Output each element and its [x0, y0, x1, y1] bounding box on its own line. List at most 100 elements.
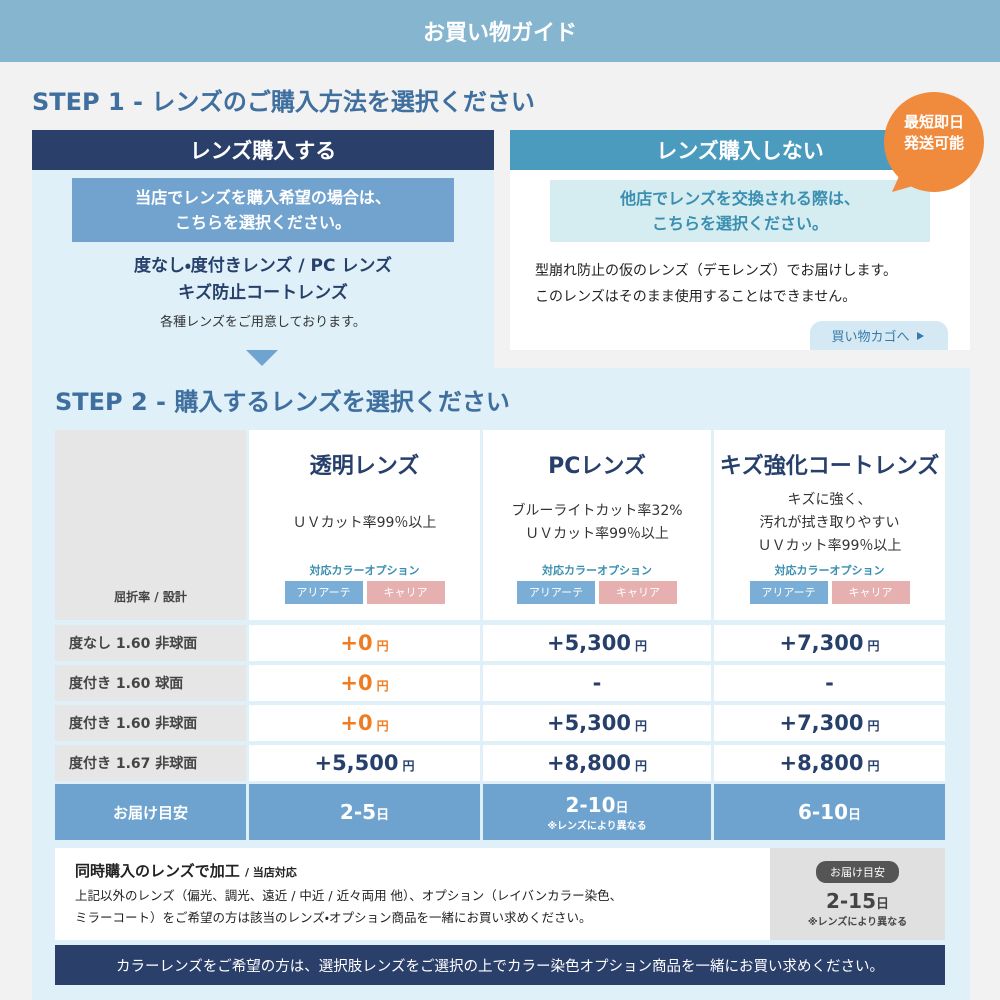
row-label-text: 度付き 1.60 球面	[69, 676, 184, 692]
row-label-text: 度なし 1.60 非球面	[69, 636, 198, 652]
price-amount: +7,300	[779, 631, 864, 655]
price-unit: 円	[867, 759, 880, 773]
price-amount: +5,500	[314, 751, 399, 775]
price-cell: +5,300 円	[483, 625, 711, 661]
options: アリアーテ キャリア	[249, 581, 480, 604]
cart-button[interactable]: 買い物カゴへ	[810, 321, 948, 350]
lens-line: 度なし・度付きレンズ / PC レンズ	[134, 256, 392, 276]
price-amount: +0	[340, 631, 373, 655]
price-unit: 円	[635, 639, 648, 653]
price-cell: +0 円	[249, 625, 480, 661]
note-line: 他店でレンズを交換される際は、	[620, 189, 860, 208]
delivery-days: 6-10	[797, 800, 849, 824]
row-label: 度付き 1.60 球面	[55, 665, 246, 701]
price-cell: +0 円	[249, 665, 480, 701]
delivery-days-row: 6-10日	[798, 800, 861, 824]
lens-header: 透明レンズ ＵＶカット率99％以上対応カラーオプションアリアーテ キャリア	[249, 430, 480, 620]
price-amount: +5,300	[546, 631, 631, 655]
lens-features: ブルーライトカット率32% ＵＶカット率99％以上	[483, 490, 711, 556]
feature-line: ブルーライトカット率32%	[511, 503, 683, 519]
lens-name: PCレンズ	[548, 454, 646, 479]
processing-line: 上記以外のレンズ（偏光、調光、遠近 / 中近 / 近々両用 他）、オプション（レ…	[75, 888, 623, 903]
price-cell: +8,800 円	[714, 745, 945, 781]
option-pill: アリアーテ	[284, 581, 363, 604]
step1-heading: STEP 1 - レンズのご購入方法を選択ください	[32, 88, 535, 116]
feature-line: キズに強く、	[787, 491, 872, 508]
price-cell: +7,300 円	[714, 625, 945, 661]
option-pill: キャリア	[599, 581, 677, 604]
lens-list: 度なし・度付きレンズ / PC レンズ キズ防止コートレンズ 各種レンズをご用意…	[32, 253, 494, 336]
lens-name: キズ強化コートレンズ	[719, 454, 940, 479]
badge-shape	[884, 92, 984, 192]
row-label-text: 度付き 1.60 非球面	[69, 716, 198, 732]
footer-bar: カラーレンズをご希望の方は、選択肢レンズをご選択の上でカラー染色オプション商品を…	[55, 945, 945, 985]
down-arrow	[246, 350, 278, 366]
price-unit: 円	[402, 759, 415, 773]
buy-note: 当店でレンズを購入希望の場合は、 こちらを選択ください。	[72, 178, 454, 242]
processing-title-note: / 当店対応	[244, 866, 297, 879]
price-unit: 円	[867, 719, 880, 733]
delivery-days-row: 2-10日	[565, 793, 628, 817]
feature-line: 汚れが拭き取りやすい	[759, 514, 900, 531]
feature-line: ＵＶカット率99％以上	[757, 537, 902, 554]
cart-arrow[interactable]	[915, 331, 927, 341]
price-amount: +0	[340, 711, 373, 735]
processing-text: 上記以外のレンズ（偏光、調光、遠近 / 中近 / 近々両用 他）、オプション（レ…	[75, 885, 622, 929]
note-line: 当店でレンズを購入希望の場合は、	[135, 188, 391, 207]
processing-line: ミラーコート）をご希望の方は該当のレンズ・オプション商品を一緒にお買い求めくださ…	[75, 910, 592, 925]
delivery-cell: 6-10日	[714, 784, 945, 840]
price-cell: -	[714, 665, 945, 701]
option-label: 対応カラーオプション	[774, 564, 885, 577]
delivery-unit: 日	[376, 808, 390, 823]
header-bar: お買い物ガイド	[0, 0, 1000, 62]
nobuy-text: 型崩れ防止の仮のレンズ（デモレンズ）でお届けします。 このレンズはそのまま使用す…	[535, 258, 965, 310]
row-label: 度なし 1.60 非球面	[55, 625, 246, 661]
price-cell: +7,300 円	[714, 705, 945, 741]
price-amount: -	[592, 671, 602, 695]
step2-heading: STEP 2 - 購入するレンズを選択ください	[55, 388, 510, 416]
row-header-cell	[55, 430, 246, 620]
nobuy-title[interactable]: レンズ購入しない	[656, 139, 824, 163]
delivery-cell: 2-10日 ※レンズにより異なる	[483, 784, 711, 840]
price-unit: 円	[635, 759, 648, 773]
badge-line: 最短即日	[903, 113, 964, 131]
lens-features: ＵＶカット率99％以上	[249, 490, 480, 556]
price-unit: 円	[376, 679, 389, 693]
processing-note: ※レンズにより異なる	[807, 916, 908, 928]
lens-header: キズ強化コートレンズキズに強く、汚れが拭き取りやすい ＵＶカット率99％以上対応カ…	[714, 430, 945, 620]
feature-line: ＵＶカット率99％以上	[292, 514, 437, 531]
lens-features: キズに強く、汚れが拭き取りやすい ＵＶカット率99％以上	[714, 490, 945, 556]
row-label: 度付き 1.60 非球面	[55, 705, 246, 741]
processing-delivery: お届け目安 2-15日 ※レンズにより異なる	[770, 848, 945, 940]
option-label: 対応カラーオプション	[309, 564, 420, 577]
footer-text: カラーレンズをご希望の方は、選択肢レンズをご選択の上でカラー染色オプション商品を…	[116, 958, 884, 975]
delivery-note: ※レンズにより異なる	[547, 820, 647, 832]
delivery-unit: 日	[615, 800, 629, 816]
delivery-days-row: 2-5日	[340, 800, 389, 824]
price-cell: +8,800 円	[483, 745, 711, 781]
text-line: このレンズはそのまま使用することはできません。	[535, 289, 857, 305]
buy-title[interactable]: レンズ購入する	[189, 139, 337, 163]
lens-name: 透明レンズ	[309, 454, 420, 479]
cart-button-label[interactable]: 買い物カゴへ	[831, 330, 910, 345]
processing-title: 同時購入のレンズで加工	[75, 862, 240, 880]
price-cell: +5,500 円	[249, 745, 480, 781]
row-header: 屈折率 / 設計	[114, 590, 187, 604]
price-amount: +8,800	[779, 751, 864, 775]
feature-line: ＵＶカット率99％以上	[525, 526, 669, 542]
price-unit: 円	[376, 639, 389, 653]
buy-caption: 各種レンズをご用意しております。	[160, 315, 366, 330]
price-amount: +7,300	[779, 711, 864, 735]
delivery-days: 2-5	[339, 800, 377, 824]
badge: 最短即日 発送可能	[884, 112, 984, 154]
buy-title-bar[interactable]: レンズ購入する	[32, 130, 494, 170]
nobuy-note: 他店でレンズを交換される際は、 こちらを選択ください。	[550, 180, 930, 242]
row-label: 度付き 1.67 非球面	[55, 745, 246, 781]
row-label-text: 度付き 1.67 非球面	[69, 756, 198, 772]
price-unit: 円	[376, 719, 389, 733]
delivery-label-text: お届け目安	[112, 803, 188, 822]
note-line: こちらを選択ください。	[174, 213, 351, 232]
lens-header: PCレンズ ブルーライトカット率32% ＵＶカット率99％以上 対応カラーオプションア…	[483, 430, 711, 620]
price-unit: 円	[867, 639, 880, 653]
